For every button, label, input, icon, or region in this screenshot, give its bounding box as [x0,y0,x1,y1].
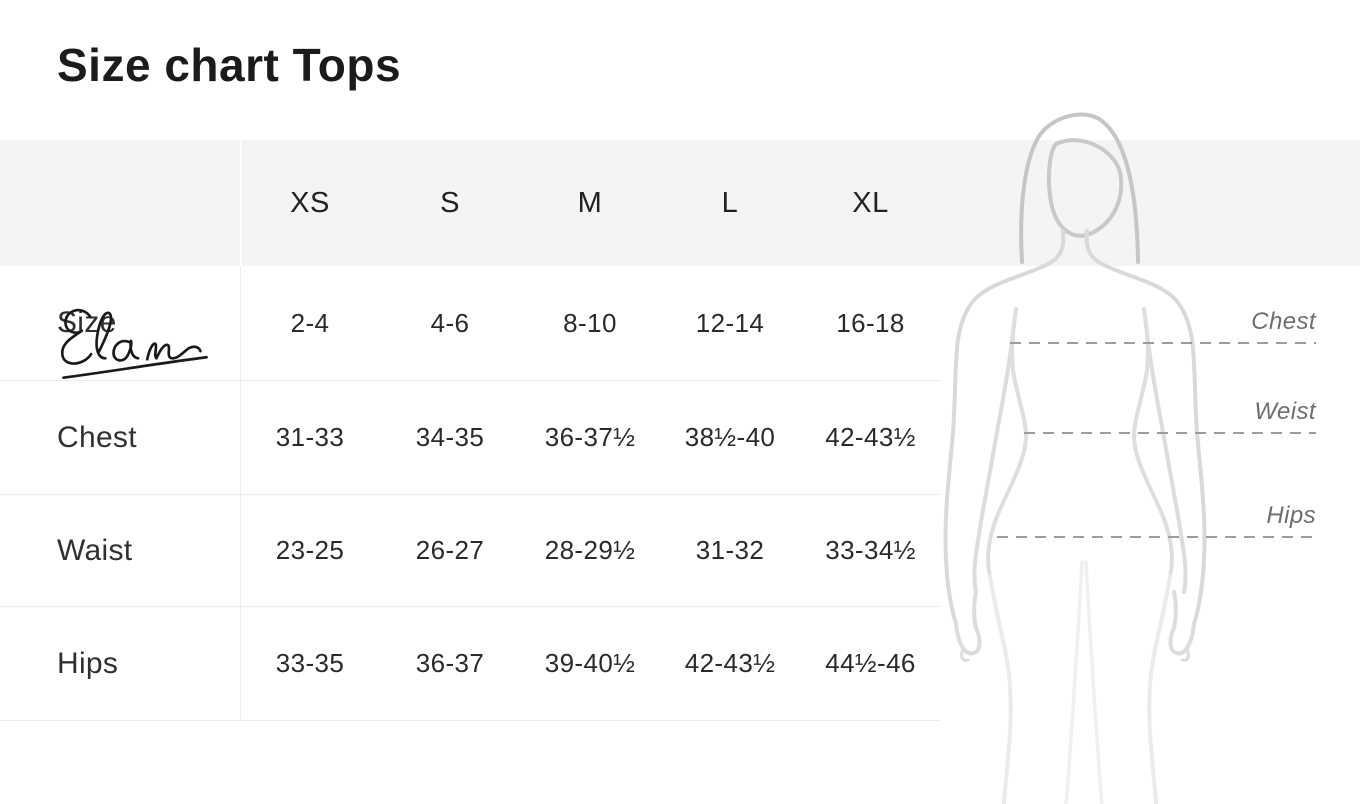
cell-size-xl: 16-18 [836,307,905,338]
row-label-waist: Waist [57,533,133,567]
cell-hips-m: 39-40½ [544,648,636,678]
table-header-row: Elan XS S M L XL [0,140,941,380]
cell-waist-m: 28-29½ [544,535,636,565]
cell-chest-l: 38½-40 [684,422,776,452]
page-title: Size chart Tops [57,39,402,91]
column-header-s: S [440,186,460,219]
measure-label-chest: Chest [1251,308,1316,335]
body-silhouette-illustration [943,112,1207,804]
cell-chest-m: 36-37½ [544,422,636,452]
cell-size-xs: 2-4 [290,307,330,338]
measure-label-weist: Weist [1254,398,1316,425]
cell-size-s: 4-6 [430,307,470,338]
cell-hips-s: 36-37 [415,648,485,678]
cell-hips-l: 42-43½ [684,648,776,678]
cell-hips-xl: 44½-46 [825,648,916,678]
cell-hips-xs: 33-35 [275,648,345,678]
cell-waist-xs: 23-25 [275,535,345,565]
column-header-xl: XL [852,186,889,219]
cell-chest-xl: 42-43½ [825,422,916,452]
row-label-hips: Hips [57,646,119,680]
brand-name: Elan [120,203,121,204]
cell-size-m: 8-10 [563,307,617,338]
column-header-l: L [721,186,739,219]
elan-logo [61,308,208,380]
table-row-chest: Chest 31-33 34-35 36-37½ 38½-40 42-43½ [0,381,941,495]
cell-waist-s: 26-27 [415,535,485,565]
cell-waist-l: 31-32 [695,535,765,565]
chest-dashed-line [1010,342,1316,344]
cell-chest-s: 34-35 [415,422,485,452]
table-row-hips: Hips 33-35 36-37 39-40½ 42-43½ 44½-46 [0,607,941,721]
column-divider-band-segment [240,140,242,266]
cell-chest-xs: 31-33 [275,422,345,452]
weist-dashed-line [1024,432,1316,434]
column-header-xs: XS [290,186,330,219]
row-label-chest: Chest [57,420,137,454]
cell-waist-xl: 33-34½ [825,535,916,565]
column-header-m: M [577,186,603,219]
column-divider [240,266,241,721]
table-row-waist: Waist 23-25 26-27 28-29½ 31-32 33-34½ [0,495,941,607]
size-chart-table: Elan XS S M L XL Size 2-4 4-6 8-10 12-14… [0,140,941,721]
hips-dashed-line [997,536,1316,538]
cell-size-l: 12-14 [695,307,765,338]
measure-label-hips: Hips [1266,502,1316,529]
